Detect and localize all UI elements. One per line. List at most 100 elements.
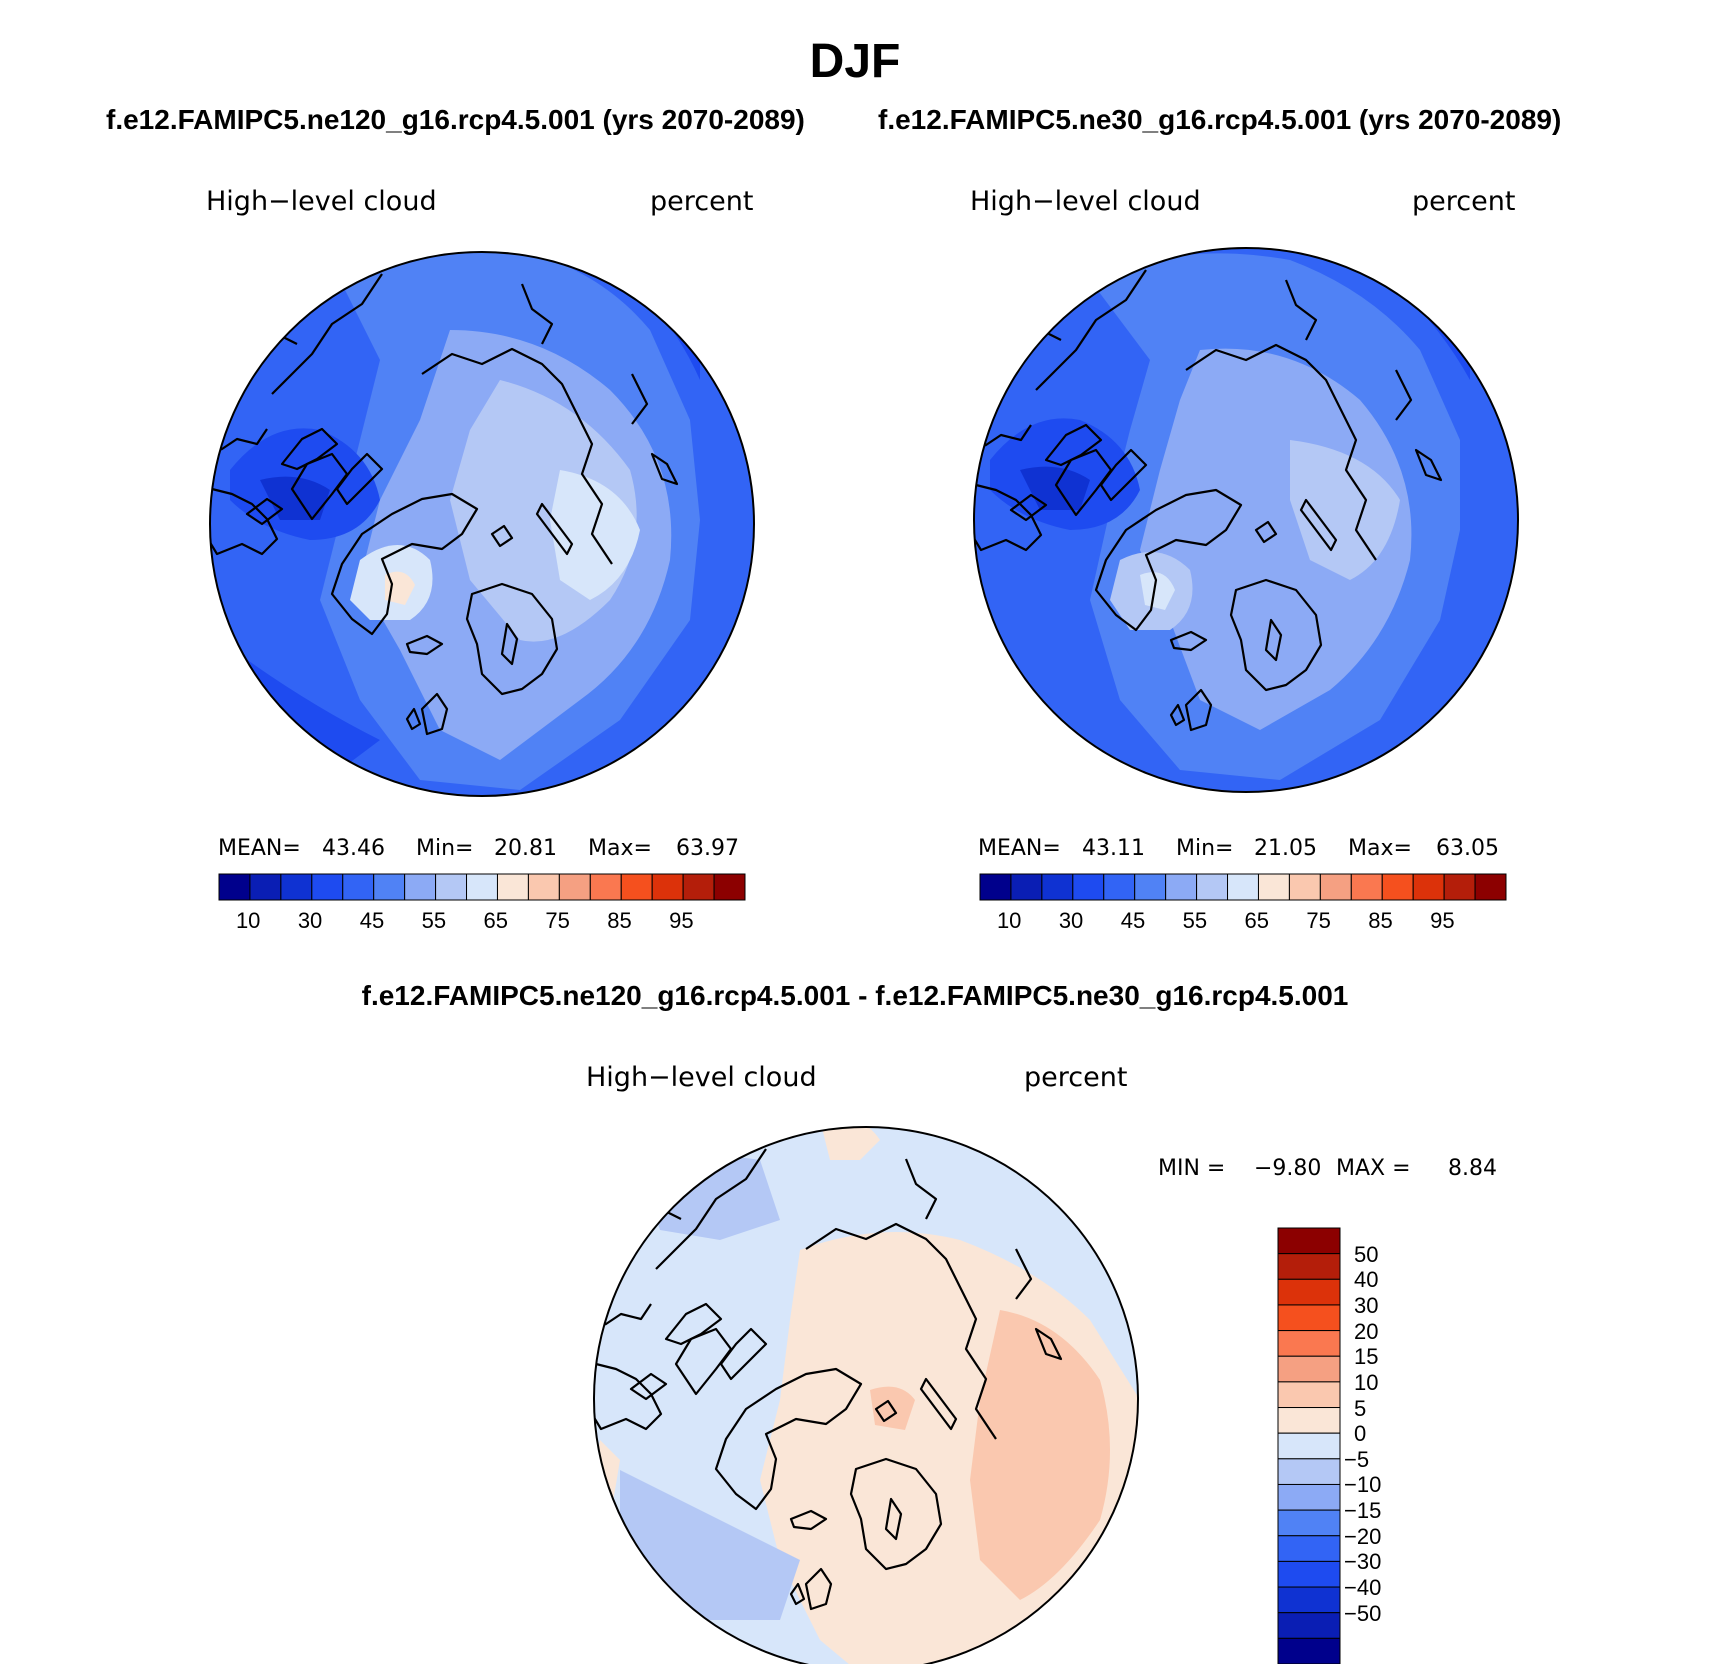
colorbar-box — [1010, 873, 1043, 901]
colorbar-box — [1041, 873, 1074, 901]
colorbar-box — [558, 873, 591, 901]
colorbar-box — [1277, 1483, 1341, 1511]
colorbar-tick-label: 5 — [1354, 1395, 1367, 1421]
colorbar-box — [404, 873, 437, 901]
colorbar-panel2 — [979, 873, 1507, 901]
colorbar-box — [527, 873, 560, 901]
colorbar-box — [589, 873, 622, 901]
colorbar-box — [682, 873, 715, 901]
colorbar-tick-label: −40 — [1344, 1575, 1382, 1601]
colorbar-box — [1277, 1278, 1341, 1306]
panel2-min: 21.05 — [1254, 836, 1317, 861]
colorbar-box — [1134, 873, 1167, 901]
colorbar-box — [1381, 873, 1414, 901]
panel2-units: percent — [1412, 186, 1516, 217]
diff-max-label: MAX = — [1336, 1156, 1411, 1181]
colorbar-tick-label: 65 — [483, 908, 508, 933]
colorbar-tick-label: 85 — [1368, 908, 1393, 933]
panel2-mean: 43.11 — [1082, 836, 1145, 861]
colorbar-box — [1277, 1560, 1341, 1588]
colorbar-tick-label: 45 — [359, 908, 385, 933]
diff-min: −9.80 — [1254, 1156, 1322, 1181]
colorbar-box — [1196, 873, 1229, 901]
case2-title: f.e12.FAMIPC5.ne30_g16.rcp4.5.001 (yrs 2… — [878, 104, 1562, 135]
colorbar-box — [1103, 873, 1136, 901]
colorbar-tick-label: 0 — [1354, 1421, 1367, 1447]
panel2-max-label: Max= — [1348, 836, 1412, 861]
colorbar-tick-label: 10 — [996, 908, 1022, 933]
colorbar-box — [435, 873, 468, 901]
colorbar-tick-label: 30 — [1354, 1292, 1379, 1318]
colorbar-box — [373, 873, 406, 901]
colorbar-tick-label: −10 — [1344, 1472, 1382, 1498]
colorbar-box — [1474, 873, 1507, 901]
colorbar-box — [1277, 1612, 1341, 1639]
colorbar-tick-label: 30 — [297, 908, 323, 933]
panel2-mean-label: MEAN= — [978, 836, 1061, 861]
colorbar-tick-label: 75 — [1306, 908, 1331, 933]
colorbar-tick-label: 85 — [607, 908, 632, 933]
diff-max: 8.84 — [1448, 1156, 1497, 1181]
colorbar-tick-label: 20 — [1354, 1318, 1379, 1344]
colorbar-box — [1319, 873, 1352, 901]
colorbar-box — [1350, 873, 1383, 901]
colorbar-box — [496, 873, 529, 901]
colorbar-box — [1288, 873, 1321, 901]
colorbar-tick-label: −5 — [1344, 1446, 1370, 1472]
colorbar-tick-label: 50 — [1354, 1241, 1379, 1267]
colorbar-box — [979, 873, 1012, 901]
colorbar-tick-label: 45 — [1120, 908, 1146, 933]
colorbar-box — [1277, 1355, 1341, 1383]
panel1-units: percent — [650, 186, 754, 217]
colorbar-box — [1072, 873, 1105, 901]
colorbar-tick-label: −20 — [1344, 1523, 1382, 1549]
colorbar-tick-label: 75 — [545, 908, 570, 933]
colorbar-tick-label: −15 — [1344, 1498, 1382, 1524]
colorbar-tick-label: −30 — [1344, 1549, 1382, 1575]
colorbar-box — [1277, 1381, 1341, 1409]
colorbar-box — [1257, 873, 1290, 901]
panel2-max: 63.05 — [1436, 836, 1499, 861]
colorbar-box — [311, 873, 344, 901]
colorbar-tick-label: 95 — [669, 908, 694, 933]
colorbar-box — [342, 873, 375, 901]
colorbar-tick-label: 55 — [1182, 908, 1208, 933]
colorbar-box — [1227, 873, 1259, 901]
panel1-min-label: Min= — [416, 836, 474, 861]
diff-units: percent — [1024, 1062, 1128, 1093]
map-panel1 — [210, 252, 754, 796]
colorbar-box — [1277, 1509, 1341, 1537]
colorbar-box — [620, 873, 653, 901]
colorbar-tick-label: 65 — [1244, 908, 1269, 933]
colorbar-tick-label: 95 — [1430, 908, 1455, 933]
colorbar-box — [466, 873, 498, 901]
colorbar-box — [280, 873, 313, 901]
colorbar-tick-label: 40 — [1354, 1267, 1379, 1293]
colorbar-tick-label: 10 — [1354, 1369, 1379, 1395]
colorbar-box — [1443, 873, 1476, 901]
panel2-variable: High−level cloud — [970, 186, 1201, 217]
colorbar-box — [249, 873, 282, 901]
panel2-min-label: Min= — [1176, 836, 1234, 861]
colorbar-box — [713, 873, 746, 901]
colorbar-box — [1277, 1432, 1341, 1460]
colorbar-box — [1165, 873, 1198, 901]
colorbar-tick-label: 30 — [1058, 908, 1084, 933]
panel1-min: 20.81 — [494, 836, 557, 861]
panel1-mean-label: MEAN= — [218, 836, 301, 861]
colorbar-box — [1277, 1407, 1341, 1434]
colorbar-panel1 — [218, 873, 746, 901]
colorbar-box — [1277, 1330, 1341, 1357]
diff-title: f.e12.FAMIPC5.ne120_g16.rcp4.5.001 - f.e… — [361, 980, 1349, 1011]
panel1-variable: High−level cloud — [206, 186, 437, 217]
colorbar-box — [1277, 1586, 1341, 1614]
diff-min-label: MIN = — [1158, 1156, 1226, 1181]
colorbar-diff — [1277, 1227, 1341, 1664]
colorbar-tick-label: 10 — [235, 908, 261, 933]
panel1-mean: 43.46 — [322, 836, 385, 861]
diff-variable: High−level cloud — [586, 1062, 817, 1093]
colorbar-box — [1277, 1253, 1341, 1280]
panel1-max: 63.97 — [676, 836, 739, 861]
colorbar-tick-label: 55 — [421, 908, 447, 933]
map-panel2 — [974, 248, 1518, 792]
